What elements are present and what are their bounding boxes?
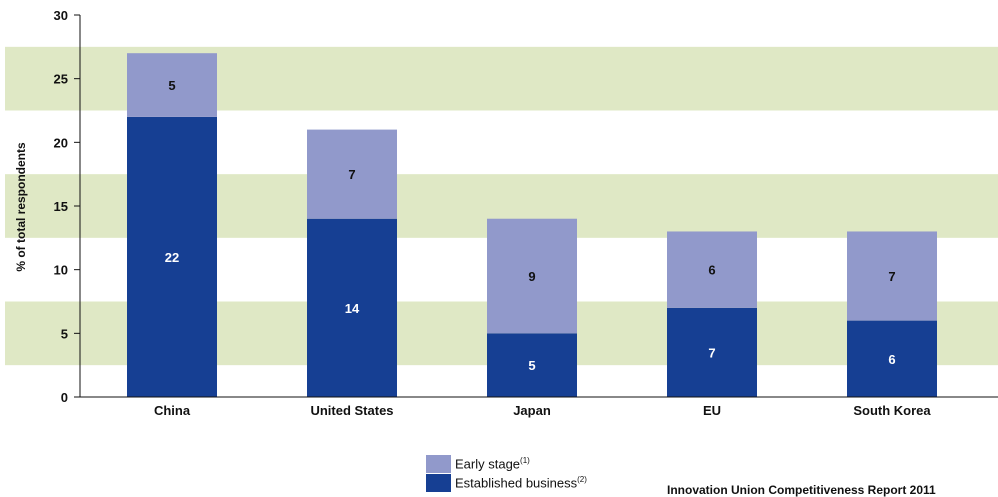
legend-item-established-business: Established business(2) (426, 473, 587, 492)
legend-note-early-stage: (1) (520, 455, 530, 465)
data-label-eu-established-business: 7 (708, 345, 715, 360)
bar-united-states-early-stage (307, 129, 397, 219)
data-labels: 22 5 China 14 7 United States 5 9 Japan 7 6 EU 6 7 Sou… (154, 78, 931, 418)
x-tick-label-japan: Japan (513, 403, 551, 418)
legend-note-established-business: (2) (577, 474, 587, 484)
legend-swatch-early-stage (426, 454, 451, 473)
source-caption: Innovation Union Competitiveness Report … (667, 483, 936, 497)
y-tick-label-25: 25 (54, 72, 68, 87)
bar-china-early-stage (127, 53, 217, 117)
x-tick-label-china: China (154, 403, 191, 418)
legend: Early stage(1) Established business(2) (426, 454, 587, 492)
x-tick-label-eu: EU (703, 403, 721, 418)
x-tick-label-united-states: United States (310, 403, 393, 418)
bar-japan-early-stage (487, 218, 577, 334)
axes: 0 5 10 15 20 25 30 (54, 8, 998, 405)
bar-china-established-business (127, 116, 217, 397)
legend-swatch-established-business (426, 473, 451, 492)
data-label-japan-established-business: 5 (528, 358, 535, 373)
bars (127, 53, 937, 397)
legend-label-established-business: Established business (455, 475, 578, 491)
y-axis-title: % of total respondents (14, 142, 28, 272)
x-tick-label-south-korea: South Korea (853, 403, 931, 418)
bar-japan-established-business (487, 333, 577, 397)
y-tick-label-5: 5 (61, 326, 68, 341)
data-label-united-states-early-stage: 7 (348, 167, 355, 182)
bar-united-states-established-business (307, 218, 397, 397)
bar-eu-early-stage (667, 231, 757, 308)
data-label-eu-early-stage: 6 (708, 263, 715, 278)
data-label-china-early-stage: 5 (168, 78, 175, 93)
bar-eu-established-business (667, 307, 757, 397)
legend-label-early-stage: Early stage (455, 456, 521, 472)
bar-south-korea-established-business (847, 320, 937, 397)
data-label-united-states-established-business: 14 (345, 301, 360, 316)
bar-south-korea-early-stage (847, 231, 937, 321)
y-tick-label-0: 0 (61, 390, 68, 405)
y-tick-label-30: 30 (54, 8, 68, 23)
data-label-south-korea-early-stage: 7 (888, 269, 895, 284)
data-label-china-established-business: 22 (165, 250, 179, 265)
y-tick-label-20: 20 (54, 135, 68, 150)
y-tick-label-10: 10 (54, 263, 68, 278)
legend-item-early-stage: Early stage(1) (426, 454, 587, 473)
data-label-japan-early-stage: 9 (528, 269, 535, 284)
y-tick-label-15: 15 (54, 199, 68, 214)
data-label-south-korea-established-business: 6 (888, 352, 895, 367)
